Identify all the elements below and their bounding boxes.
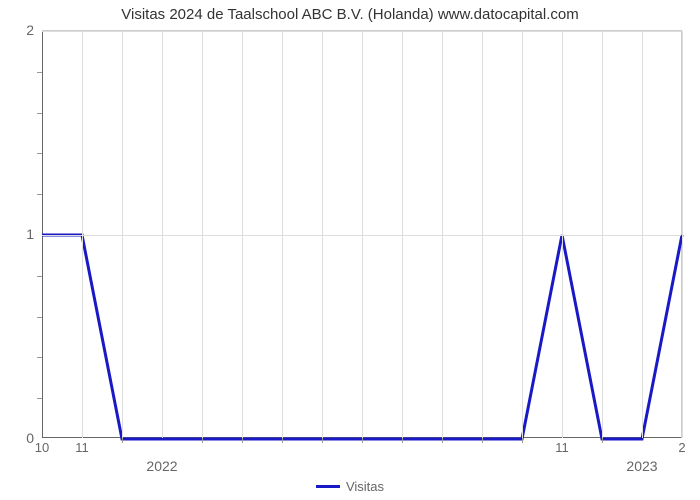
y-minor-tick [37,113,42,114]
x-minor-tick [442,438,443,443]
x-tick-label: 10 [35,440,49,455]
legend-item-visitas: Visitas [316,479,384,494]
x-minor-tick [362,438,363,443]
y-minor-tick [37,317,42,318]
x-axis: 101120221120232 [42,438,682,478]
y-tick-label: 1 [26,226,34,242]
x-tick-label: 2 [678,440,685,455]
chart-container: Visitas 2024 de Taalschool ABC B.V. (Hol… [0,0,700,500]
x-minor-tick [522,438,523,443]
gridline-h [42,235,681,236]
x-minor-tick [202,438,203,443]
x-minor-tick [602,438,603,443]
gridline-v [682,31,683,438]
y-minor-tick [37,72,42,73]
y-minor-tick [37,276,42,277]
y-minor-tick [37,194,42,195]
y-axis: 012 [0,30,38,438]
gridline-h [42,31,681,32]
y-minor-tick [37,357,42,358]
x-minor-tick [282,438,283,443]
x-tick-label: 11 [555,440,569,455]
chart-title: Visitas 2024 de Taalschool ABC B.V. (Hol… [0,0,700,23]
x-minor-tick [322,438,323,443]
y-tick-label: 0 [26,430,34,446]
x-minor-tick [122,438,123,443]
legend: Visitas [0,475,700,494]
plot-area [42,30,682,438]
x-tick-label: 11 [75,440,89,455]
y-minor-tick [37,153,42,154]
x-minor-tick [482,438,483,443]
legend-swatch-icon [316,485,340,488]
x-minor-tick [242,438,243,443]
y-tick-label: 2 [26,22,34,38]
x-minor-tick [402,438,403,443]
x-tick-label-major: 2022 [146,458,177,474]
x-tick-label-major: 2023 [626,458,657,474]
legend-label: Visitas [346,479,384,494]
y-minor-tick [37,398,42,399]
